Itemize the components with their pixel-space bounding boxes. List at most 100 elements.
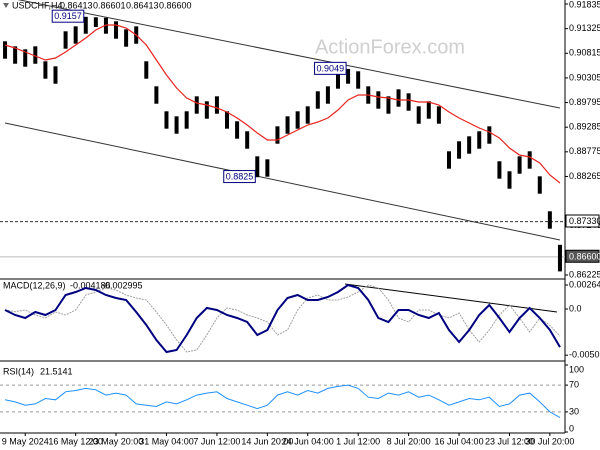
price-bar xyxy=(33,46,38,64)
price-bar xyxy=(13,46,18,64)
price-tag xyxy=(565,214,600,228)
indicator-value: -0.004186 xyxy=(70,280,111,290)
price-bar xyxy=(335,71,340,89)
price-bar xyxy=(93,17,98,27)
indicator-title: RSI(14) xyxy=(3,366,34,376)
indicator-value: 21.5141 xyxy=(40,366,73,376)
price-bar xyxy=(547,211,552,229)
x-tick-label: 1 Jul 12:00 xyxy=(336,436,380,446)
price-tag-label: 0.87330 xyxy=(569,216,600,226)
y-tick-label: -0.005077 xyxy=(569,349,600,359)
price-bar xyxy=(275,126,280,144)
x-tick-label: 8 Jul 20:00 xyxy=(387,436,431,446)
price-bar xyxy=(537,176,542,194)
y-tick-label: 0 xyxy=(569,423,574,433)
price-bar xyxy=(235,121,240,139)
price-bar xyxy=(376,91,381,109)
annotation-box xyxy=(314,61,347,75)
quote: 0.86413 xyxy=(126,0,159,10)
y-tick-label: 0.88775 xyxy=(569,146,600,156)
price-bar xyxy=(225,111,230,129)
y-tick-label: 0.90815 xyxy=(569,48,600,58)
price-bar xyxy=(103,17,108,34)
x-tick-label: 16 May 12:00 xyxy=(48,436,103,446)
price-bar xyxy=(325,86,330,104)
x-tick-label: 9 May 2024 xyxy=(2,436,49,446)
price-bar xyxy=(53,66,58,84)
price-bar xyxy=(295,111,300,129)
annotation-box xyxy=(223,170,256,184)
price-tag-label: 0.86600 xyxy=(569,251,600,261)
annotation-box xyxy=(51,9,85,23)
y-tick-label: 30 xyxy=(569,406,579,416)
x-tick-label: 31 May 04:00 xyxy=(139,436,194,446)
indicator-value: -0.002995 xyxy=(102,280,143,290)
price-bar xyxy=(245,131,250,149)
plot-area xyxy=(0,0,565,272)
price-bar xyxy=(305,106,310,124)
x-tick-label: 7 Jun 12:00 xyxy=(193,436,240,446)
symbol-icon xyxy=(3,3,9,8)
macd-trendline xyxy=(344,283,558,313)
price-bar xyxy=(497,161,502,179)
price-bar xyxy=(124,29,129,47)
symbol: USDCHF,H4 xyxy=(12,0,63,10)
y-tick-label: 0.90305 xyxy=(569,72,600,82)
price-bar xyxy=(144,61,149,79)
x-tick-label: 16 Jul 04:00 xyxy=(435,436,484,446)
price-bar xyxy=(194,96,199,114)
price-bar xyxy=(557,244,562,272)
price-bar xyxy=(285,116,290,134)
price-bar xyxy=(396,89,401,107)
price-bar xyxy=(114,21,119,39)
price-bar xyxy=(164,111,169,129)
price-bar xyxy=(416,106,421,124)
price-bar xyxy=(43,61,48,79)
y-tick-label: 0.86225 xyxy=(569,269,600,279)
price-bar xyxy=(63,31,68,49)
price-bar xyxy=(73,26,78,44)
quote: 0.86601 xyxy=(93,0,126,10)
y-tick-label: 0.00264 xyxy=(569,279,600,289)
y-tick-label: 0.89795 xyxy=(569,97,600,107)
price-bar xyxy=(265,159,270,177)
price-tag xyxy=(565,249,600,263)
quote: 0.86413 xyxy=(60,0,93,10)
quote: 0.86600 xyxy=(159,0,192,10)
channel-line xyxy=(17,0,561,109)
annotation-label: 0.9049 xyxy=(317,63,345,73)
price-bar xyxy=(204,101,209,119)
price-bar xyxy=(356,71,361,89)
price-bar xyxy=(83,16,88,34)
price-bar xyxy=(315,91,320,109)
price-bar xyxy=(23,49,28,67)
indicator-line xyxy=(4,384,561,419)
annotation-label: 0.8825 xyxy=(226,172,254,182)
price-bar xyxy=(457,141,462,159)
x-tick-label: 14 Jun 20:00 xyxy=(241,436,293,446)
y-tick-label: 100 xyxy=(569,364,584,374)
price-bar xyxy=(346,68,351,84)
x-tick-label: 23 May 20:00 xyxy=(89,436,144,446)
price-bar xyxy=(214,96,219,114)
price-bar xyxy=(477,131,482,149)
price-bar xyxy=(184,111,189,129)
price-bar xyxy=(517,156,522,174)
price-bar xyxy=(527,151,532,169)
indicator-title: MACD(12,26,9) xyxy=(3,280,66,290)
moving-average xyxy=(4,24,561,184)
indicator-line xyxy=(4,283,561,354)
price-bar xyxy=(426,101,431,119)
price-bar xyxy=(446,151,451,169)
price-bar xyxy=(487,126,492,144)
price-bar xyxy=(386,96,391,114)
y-tick-label: 0.88265 xyxy=(569,171,600,181)
price-bar xyxy=(467,136,472,154)
price-bar xyxy=(154,86,159,104)
price-bar xyxy=(174,116,179,134)
price-bar xyxy=(436,106,441,124)
x-tick-label: 24 Jun 04:00 xyxy=(282,436,334,446)
price-bar xyxy=(507,171,512,189)
